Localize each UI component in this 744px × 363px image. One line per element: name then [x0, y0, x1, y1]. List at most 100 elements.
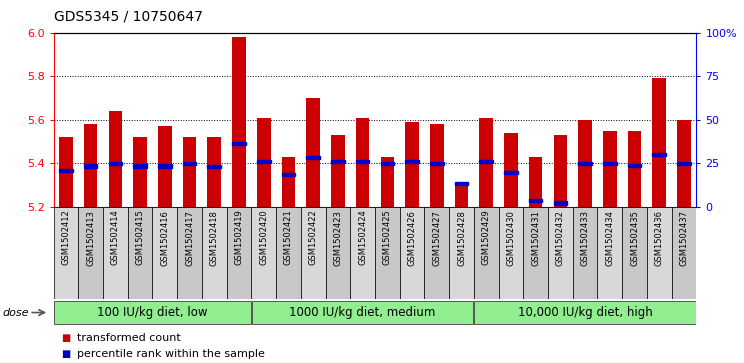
- Bar: [628, 131, 641, 207]
- Text: GSM1502437: GSM1502437: [679, 210, 688, 266]
- Bar: [251, 207, 276, 299]
- Bar: [276, 207, 301, 299]
- Bar: [109, 162, 122, 166]
- Text: GSM1502426: GSM1502426: [408, 210, 417, 266]
- Bar: [331, 160, 344, 163]
- Bar: [103, 207, 128, 299]
- Text: ■: ■: [61, 349, 70, 359]
- Bar: [474, 207, 498, 299]
- Bar: [449, 207, 474, 299]
- Bar: [177, 207, 202, 299]
- Bar: [430, 124, 443, 207]
- Bar: [647, 207, 672, 299]
- Text: GSM1502425: GSM1502425: [383, 210, 392, 265]
- Text: GSM1502416: GSM1502416: [160, 210, 170, 266]
- Bar: [208, 165, 221, 168]
- Bar: [504, 171, 518, 174]
- Text: GSM1502417: GSM1502417: [185, 210, 194, 266]
- Bar: [326, 207, 350, 299]
- Bar: [380, 157, 394, 207]
- Bar: [307, 98, 320, 207]
- Text: GSM1502427: GSM1502427: [432, 210, 441, 266]
- Text: GSM1502412: GSM1502412: [62, 210, 71, 265]
- Bar: [677, 120, 691, 207]
- Bar: [529, 157, 542, 207]
- Bar: [652, 78, 666, 207]
- Text: GSM1502434: GSM1502434: [606, 210, 615, 266]
- Bar: [202, 207, 227, 299]
- Text: GSM1502433: GSM1502433: [580, 210, 590, 266]
- Bar: [479, 160, 493, 163]
- Bar: [554, 201, 567, 205]
- Bar: [59, 137, 73, 207]
- Text: GSM1502414: GSM1502414: [111, 210, 120, 265]
- Bar: [84, 124, 97, 207]
- Bar: [301, 207, 326, 299]
- Text: GSM1502423: GSM1502423: [333, 210, 342, 266]
- Bar: [232, 142, 246, 145]
- Bar: [523, 207, 548, 299]
- Text: GSM1502413: GSM1502413: [86, 210, 95, 266]
- Bar: [548, 207, 573, 299]
- Text: GSM1502429: GSM1502429: [481, 210, 491, 265]
- Bar: [455, 185, 468, 207]
- Bar: [455, 182, 468, 185]
- Bar: [603, 131, 617, 207]
- Bar: [603, 162, 617, 166]
- Text: GSM1502430: GSM1502430: [507, 210, 516, 266]
- Bar: [282, 173, 295, 176]
- Bar: [54, 301, 251, 324]
- Bar: [475, 301, 696, 324]
- Text: GSM1502419: GSM1502419: [234, 210, 243, 265]
- Bar: [424, 207, 449, 299]
- Bar: [578, 162, 592, 166]
- Text: GSM1502435: GSM1502435: [630, 210, 639, 266]
- Bar: [153, 207, 177, 299]
- Bar: [331, 135, 344, 207]
- Bar: [183, 137, 196, 207]
- Bar: [84, 164, 97, 168]
- Bar: [227, 207, 251, 299]
- Text: transformed count: transformed count: [77, 333, 181, 343]
- Bar: [133, 137, 147, 207]
- Text: GSM1502420: GSM1502420: [259, 210, 269, 265]
- Bar: [400, 207, 424, 299]
- Text: ■: ■: [61, 333, 70, 343]
- Bar: [375, 207, 400, 299]
- Bar: [504, 133, 518, 207]
- Bar: [54, 207, 78, 299]
- Bar: [350, 207, 375, 299]
- Bar: [307, 156, 320, 159]
- Text: percentile rank within the sample: percentile rank within the sample: [77, 349, 266, 359]
- Bar: [282, 157, 295, 207]
- Bar: [59, 169, 73, 172]
- Text: 100 IU/kg diet, low: 100 IU/kg diet, low: [97, 306, 208, 319]
- Bar: [652, 153, 666, 156]
- Bar: [158, 126, 172, 207]
- Bar: [356, 160, 370, 163]
- Bar: [578, 120, 592, 207]
- Bar: [430, 162, 443, 166]
- Bar: [158, 164, 172, 168]
- Bar: [257, 118, 271, 207]
- Bar: [128, 207, 153, 299]
- Bar: [405, 160, 419, 163]
- Text: GSM1502432: GSM1502432: [556, 210, 565, 266]
- Text: dose: dose: [2, 307, 29, 318]
- Text: GSM1502418: GSM1502418: [210, 210, 219, 266]
- Bar: [677, 162, 691, 166]
- Text: GSM1502424: GSM1502424: [358, 210, 367, 265]
- Bar: [554, 135, 567, 207]
- Bar: [252, 301, 473, 324]
- Bar: [628, 164, 641, 167]
- Bar: [498, 207, 523, 299]
- Text: GSM1502431: GSM1502431: [531, 210, 540, 266]
- Text: GSM1502422: GSM1502422: [309, 210, 318, 265]
- Bar: [529, 199, 542, 203]
- Bar: [232, 37, 246, 207]
- Bar: [380, 162, 394, 166]
- Bar: [597, 207, 622, 299]
- Text: GDS5345 / 10750647: GDS5345 / 10750647: [54, 9, 202, 23]
- Bar: [479, 118, 493, 207]
- Text: GSM1502436: GSM1502436: [655, 210, 664, 266]
